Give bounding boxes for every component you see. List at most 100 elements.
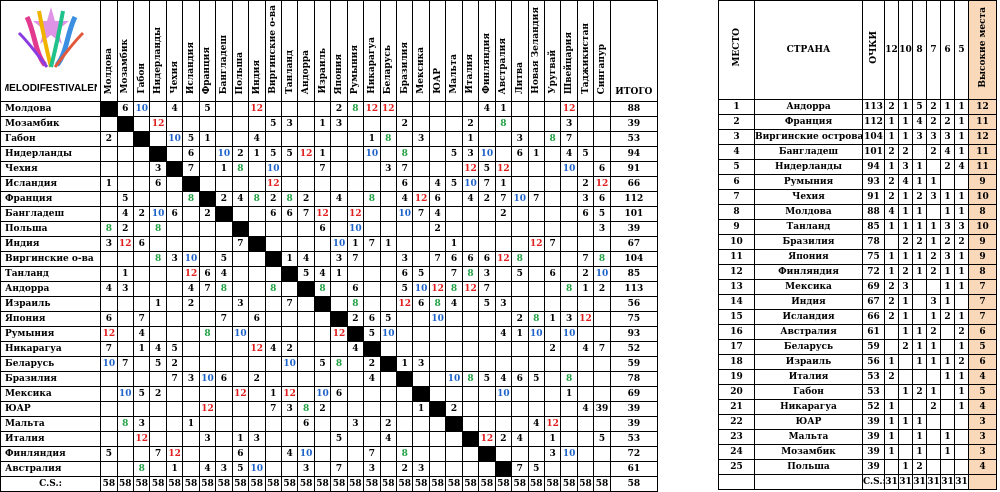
vote-cell <box>330 281 348 297</box>
vote-cell: 1 <box>149 296 167 312</box>
vote-cell <box>543 326 562 342</box>
vote-cell: 10 <box>560 446 578 462</box>
vote-cell <box>560 221 578 237</box>
result-points: 39 <box>862 429 885 445</box>
vote-cell <box>198 161 217 177</box>
vote-cell <box>198 146 217 162</box>
vote-cell <box>149 326 167 342</box>
result-row: 21 Никарагуа 52 1 2 1 4 <box>718 399 997 415</box>
result-points: 59 <box>862 339 885 355</box>
result-breakdown-cell <box>940 174 955 190</box>
self-vote-cell <box>297 281 315 297</box>
vote-cell: 7 <box>428 251 447 267</box>
result-breakdown-cell: 2 <box>940 234 955 250</box>
vote-cell <box>297 161 315 177</box>
vote-cell <box>231 356 250 372</box>
result-breakdown-cell: 2 <box>912 234 927 250</box>
self-vote-cell <box>116 116 135 132</box>
vote-cell <box>511 116 529 132</box>
column-header: Израиль <box>313 0 332 102</box>
voter-name: Исландия <box>0 176 102 192</box>
vote-cell: 12 <box>346 206 365 222</box>
vote-cell <box>543 461 562 477</box>
vote-cell: 3 <box>379 161 398 177</box>
vote-cell: 10 <box>527 326 545 342</box>
vote-cell <box>461 416 480 432</box>
vote-cell: 8 <box>182 191 200 207</box>
result-breakdown-cell: 1 <box>954 99 969 115</box>
row-total: 53 <box>609 431 659 447</box>
vote-cell <box>313 341 332 357</box>
vote-cell: 6 <box>511 371 529 387</box>
vote-cell <box>445 206 463 222</box>
vote-cell: 1 <box>313 116 332 132</box>
vote-cell: 10 <box>297 446 315 462</box>
vote-cell <box>264 296 282 312</box>
result-row: 6 Румыния 93 2 4 1 1 9 <box>718 174 997 190</box>
vote-cell <box>412 146 430 162</box>
row-total: 88 <box>609 101 659 117</box>
vote-cell: 2 <box>330 101 348 117</box>
vote-cell: 6 <box>133 236 151 252</box>
vote-cell: 2 <box>133 206 151 222</box>
total-header: ИТОГО <box>609 0 659 102</box>
result-country: Индия <box>754 294 863 310</box>
vote-cell <box>412 416 430 432</box>
vote-cell <box>149 266 167 282</box>
vote-cell: 6 <box>412 296 430 312</box>
vote-cell <box>428 116 447 132</box>
result-points: 78 <box>862 234 885 250</box>
vote-cell <box>445 386 463 402</box>
vote-cell <box>215 101 233 117</box>
vote-cell: 10 <box>560 326 578 342</box>
result-breakdown-cell: 2 <box>884 294 899 310</box>
vote-cell <box>445 221 463 237</box>
checksum-cell: 58 <box>576 476 595 492</box>
row-total: 59 <box>609 356 659 372</box>
vote-cell: 7 <box>396 161 414 177</box>
vote-cell: 8 <box>248 191 266 207</box>
vote-cell <box>116 131 135 147</box>
vote-cell <box>346 131 365 147</box>
vote-cell <box>264 446 282 462</box>
header-7: 7 <box>926 0 941 100</box>
vote-cell: 4 <box>379 431 398 447</box>
vote-cell <box>133 176 151 192</box>
vote-cell: 12 <box>412 191 430 207</box>
result-breakdown-cell: 1 <box>898 309 913 325</box>
checksum-cell: 58 <box>116 476 135 492</box>
row-total: 39 <box>609 416 659 432</box>
result-high-places: 6 <box>968 354 997 370</box>
vote-cell: 5 <box>182 131 200 147</box>
result-breakdown-cell <box>884 339 899 355</box>
header-10: 10 <box>898 0 913 100</box>
result-breakdown-cell <box>926 414 941 430</box>
vote-cell: 7 <box>100 341 118 357</box>
result-breakdown-cell <box>926 279 941 295</box>
result-breakdown-cell: 4 <box>954 159 969 175</box>
vote-cell <box>182 221 200 237</box>
self-vote-cell <box>100 101 118 117</box>
vote-cell: 6 <box>576 206 595 222</box>
vote-cell <box>560 401 578 417</box>
table-row: Нидерланды 6 10 2 1 5 5 12 1 10 8 5 3 10 6 1 4 5 94 <box>0 146 659 162</box>
vote-cell: 5 <box>133 386 151 402</box>
result-points: 53 <box>862 384 885 400</box>
result-breakdown-cell: 1 <box>884 444 899 460</box>
vote-cell <box>215 131 233 147</box>
voter-name: Польша <box>0 221 102 237</box>
vote-cell: 1 <box>494 176 513 192</box>
result-place: 23 <box>718 429 755 445</box>
result-high-places: 3 <box>968 414 997 430</box>
result-breakdown-cell: 3 <box>954 219 969 235</box>
checksum-cell: 58 <box>313 476 332 492</box>
vote-cell <box>527 116 545 132</box>
vote-cell <box>379 251 398 267</box>
vote-cell: 7 <box>511 461 529 477</box>
result-place: 19 <box>718 369 755 385</box>
vote-cell <box>100 461 118 477</box>
vote-cell <box>560 236 578 252</box>
result-breakdown-cell: 1 <box>926 339 941 355</box>
result-breakdown-cell: 2 <box>884 99 899 115</box>
vote-cell <box>182 341 200 357</box>
